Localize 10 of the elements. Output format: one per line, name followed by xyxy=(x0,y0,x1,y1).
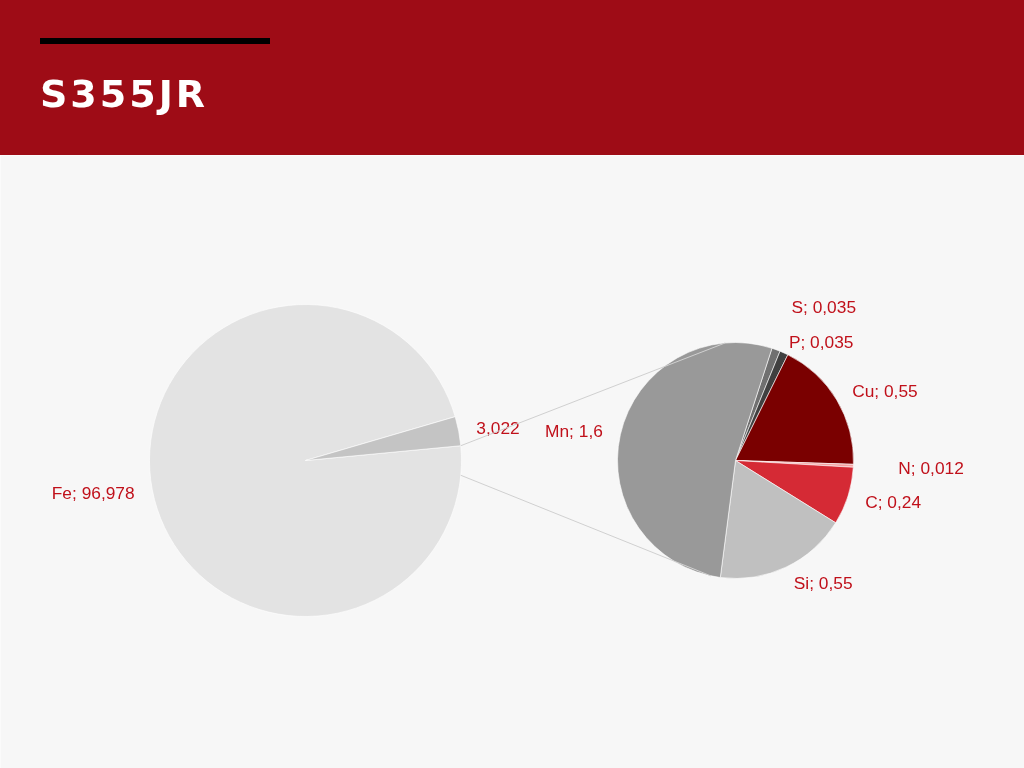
slice-label: Mn; 1,6 xyxy=(545,420,603,441)
chart-title: S355JR xyxy=(40,72,209,116)
slice-label: Fe; 96,978 xyxy=(51,483,135,504)
slice-label: Cu; 0,55 xyxy=(852,380,918,401)
data-label: 3,022 xyxy=(476,417,520,438)
slice-label: N; 0,012 xyxy=(898,457,964,478)
slice-label: P; 0,035 xyxy=(788,331,854,352)
slice-label: C; 0,24 xyxy=(865,491,922,512)
slice-label: S; 0,035 xyxy=(791,297,857,318)
slice-label: Si; 0,55 xyxy=(793,573,853,594)
